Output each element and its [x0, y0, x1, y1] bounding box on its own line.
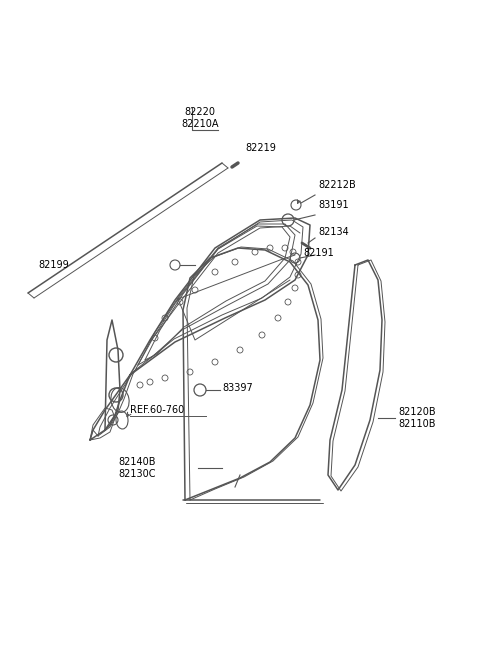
- Text: 82191: 82191: [303, 248, 334, 258]
- Text: 82140B
82130C: 82140B 82130C: [118, 457, 156, 479]
- Text: 83397: 83397: [222, 383, 253, 393]
- Text: 82134: 82134: [318, 227, 349, 237]
- Text: 83191: 83191: [318, 200, 348, 210]
- Text: 82219: 82219: [245, 143, 276, 153]
- Text: 82212B: 82212B: [318, 180, 356, 190]
- Text: 82220
82210A: 82220 82210A: [181, 107, 219, 129]
- Text: REF.60-760: REF.60-760: [130, 405, 184, 415]
- Text: 82120B
82110B: 82120B 82110B: [398, 407, 436, 429]
- Text: 82199: 82199: [38, 260, 69, 270]
